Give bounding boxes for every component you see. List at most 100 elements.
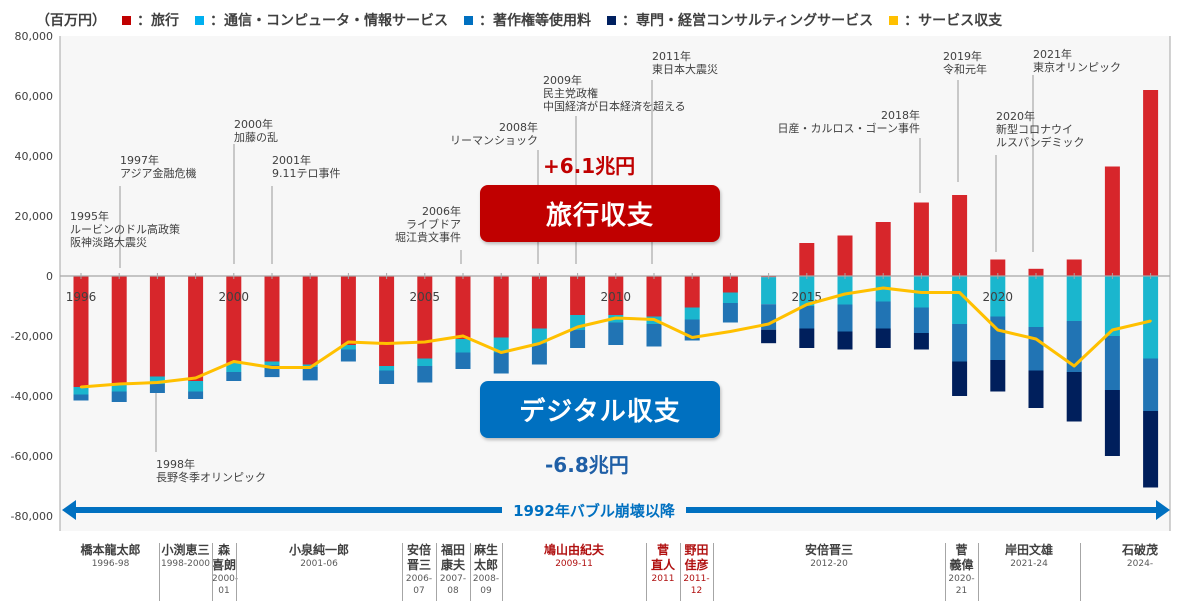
y-tick-label: 20,000 <box>15 210 54 223</box>
event-description: 新型コロナウイ <box>996 122 1073 136</box>
prime-minister-term: 2024- <box>1126 559 1154 569</box>
y-tick-label: 80,000 <box>15 30 54 43</box>
bar-segment-2-2024 <box>1143 358 1159 411</box>
bar-segment-1-2019 <box>952 276 968 324</box>
bar-segment-2-2011 <box>646 324 662 347</box>
bar-segment-3-2023 <box>1104 390 1120 456</box>
service-balance-point-2022 <box>1073 364 1076 368</box>
event-year: 2021年 <box>1033 47 1072 61</box>
prime-minister-entry: 森喜朗 2000-01 <box>212 537 238 603</box>
bar-segment-2-2021 <box>1028 327 1044 371</box>
service-balance-point-1997 <box>118 382 121 386</box>
bar-segment-2-2018 <box>913 307 929 333</box>
x-tick-label: 2015 <box>792 290 823 304</box>
event-year: 2001年 <box>272 153 311 167</box>
bar-segment-0-2020 <box>990 259 1006 276</box>
prime-minister-name: 菅直人 <box>650 543 675 572</box>
legend-item-ict: ：通信・コンピュータ・情報サービス <box>195 10 448 30</box>
y-tick-label: 40,000 <box>15 150 54 163</box>
prime-minister-separator <box>646 543 647 601</box>
digital-balance-label: デジタル収支 <box>519 397 681 427</box>
bar-segment-2-2010 <box>608 322 624 345</box>
bar-segment-3-2016 <box>837 331 853 350</box>
event-leader-lines <box>119 75 1034 452</box>
service-balance-point-2024 <box>1149 319 1152 323</box>
event-description: 阪神淡路大震災 <box>70 235 147 249</box>
bar-segment-3-2015 <box>799 328 815 348</box>
x-tick-label: 2005 <box>410 290 441 304</box>
bar-segment-0-2004 <box>379 276 395 366</box>
service-balance-point-2002 <box>309 366 312 369</box>
bar-segment-1-2003 <box>340 345 356 350</box>
event-description: ルスパンデミック <box>996 135 1085 149</box>
service-balance-point-2013 <box>729 330 732 333</box>
prime-minister-separator <box>502 543 503 601</box>
service-balance-point-2017 <box>882 286 885 290</box>
bar-segment-2-2015 <box>799 306 815 329</box>
legend-item-consult: ：専門・経営コンサルティングサービス <box>607 10 873 30</box>
event-description: 中国経済が日本経済を超える <box>543 99 686 113</box>
event-year: 2020年 <box>996 109 1035 123</box>
chart-legend: （百万円） ：旅行 ：通信・コンピュータ・情報サービス ：著作権等使用料 ：専門… <box>36 8 1018 32</box>
bar-segment-0-2024 <box>1143 90 1159 276</box>
service-balance-point-2000 <box>232 360 235 363</box>
event-description: 堀江貴文事件 <box>395 230 461 244</box>
bar-segment-2-2016 <box>837 304 853 332</box>
service-balance-point-2009 <box>576 325 579 329</box>
event-year: 1997年 <box>120 153 159 167</box>
digital-balance-badge: デジタル収支 <box>480 381 720 438</box>
bar-segment-3-2017 <box>875 328 891 348</box>
bar-segment-2-2000 <box>226 372 242 381</box>
bubble-arrow: 1992年バブル崩壊以降 <box>62 500 1170 520</box>
bar-segment-2-1999 <box>188 391 204 399</box>
service-balance-point-2008 <box>538 342 541 345</box>
bar-segment-0-2012 <box>684 276 700 308</box>
prime-minister-entry: 麻生 太郎 2008-09 <box>470 537 502 603</box>
legend-item-ip: ：著作権等使用料 <box>464 10 591 30</box>
prime-minister-separator <box>212 543 213 601</box>
axes <box>59 36 1171 531</box>
bar-segment-0-2022 <box>1066 259 1082 276</box>
bar-segment-2-2017 <box>875 301 891 329</box>
travel-balance-amount: +6.1兆円 <box>543 154 636 178</box>
bar-segment-1-2007 <box>493 337 509 353</box>
bar-segment-2-2013 <box>722 303 738 323</box>
bar-segment-1-2022 <box>1066 276 1082 321</box>
bar-segment-2-2023 <box>1104 336 1120 390</box>
stacked-bars <box>73 90 1159 488</box>
event-year: 1998年 <box>156 457 195 471</box>
service-balance-point-2020 <box>996 328 999 332</box>
prime-minister-entry: 安倍晋三 2012-20 <box>713 537 945 603</box>
event-description: 東京オリンピック <box>1033 60 1121 74</box>
service-balance-point-2001 <box>270 366 274 369</box>
prime-minister-entry: 菅義偉 2020-21 <box>945 537 978 603</box>
service-balance-point-2005 <box>423 340 426 344</box>
bar-segment-3-2020 <box>990 360 1006 392</box>
event-description: ライブドア <box>406 217 461 231</box>
bar-segment-0-2010 <box>608 276 624 315</box>
service-balance-point-2004 <box>385 342 388 345</box>
bar-segment-1-2024 <box>1143 276 1159 359</box>
bar-segment-0-2013 <box>722 276 738 293</box>
event-year: 2000年 <box>234 117 273 131</box>
prime-minister-entry: 鳩山由紀夫 2009-11 <box>502 537 646 603</box>
prime-minister-term: 2020-21 <box>948 574 975 596</box>
bubble-arrow-label: 1992年バブル崩壊以降 <box>513 502 676 520</box>
prime-minister-entry: 野田 佳彦 2011-12 <box>680 537 713 603</box>
service-balance-point-2011 <box>652 318 656 321</box>
prime-minister-name: 森喜朗 <box>212 543 237 572</box>
service-balance-point-2010 <box>614 316 617 320</box>
bar-segment-0-2009 <box>570 276 586 315</box>
bar-segment-0-2023 <box>1104 166 1120 276</box>
bar-segment-0-2016 <box>837 235 853 276</box>
bar-segment-0-2018 <box>913 202 929 276</box>
bar-segment-0-2008 <box>531 276 547 329</box>
prime-minister-term: 1998-2000 <box>160 559 211 569</box>
legend-label-consult: ：専門・経営コンサルティングサービス <box>622 13 874 29</box>
bar-segment-2-2003 <box>340 349 356 362</box>
bar-segment-2-1998 <box>149 384 165 393</box>
digital-balance-amount: -6.8兆円 <box>545 453 629 477</box>
service-balance-point-1999 <box>194 376 197 380</box>
travel-balance-badge: 旅行収支 <box>480 185 720 242</box>
